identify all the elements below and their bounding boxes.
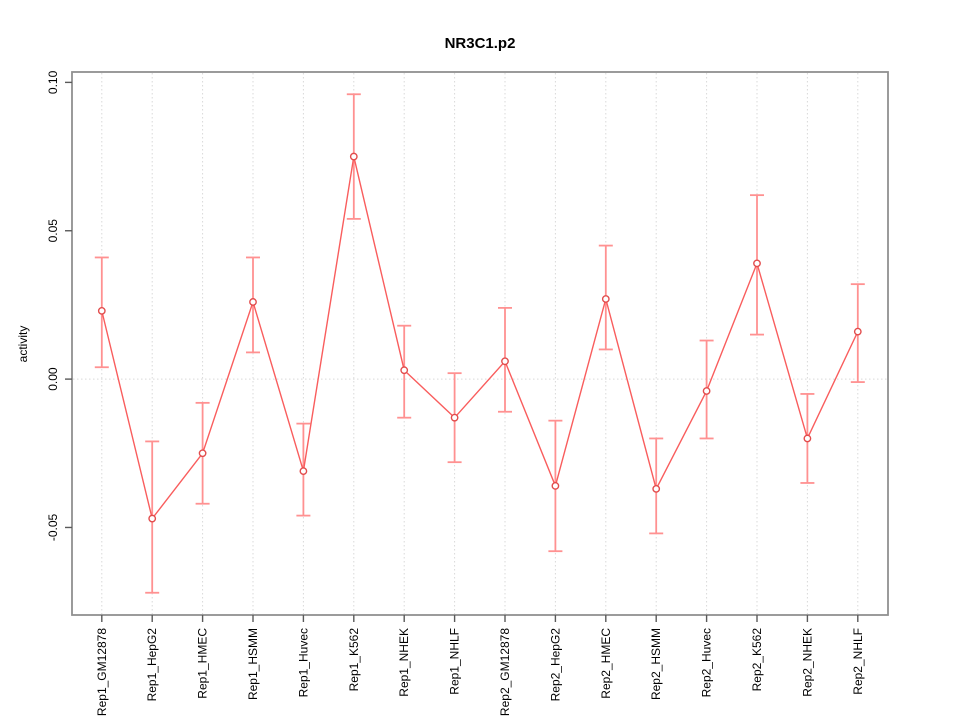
x-tick-label-Rep1_HepG2: Rep1_HepG2 bbox=[145, 628, 159, 702]
x-tick-label-Rep2_HepG2: Rep2_HepG2 bbox=[548, 628, 562, 702]
x-tick-label-Rep2_Huvec: Rep2_Huvec bbox=[700, 628, 714, 697]
data-point-Rep1_HSMM bbox=[249, 298, 257, 306]
data-point-Rep2_K562 bbox=[753, 259, 761, 268]
data-point-Rep1_GM12878 bbox=[97, 306, 106, 315]
x-tick-label-Rep2_HMEC: Rep2_HMEC bbox=[599, 628, 613, 699]
x-tick-label-Rep2_NHLF: Rep2_NHLF bbox=[851, 628, 865, 695]
data-point-Rep2_NHLF bbox=[853, 327, 862, 336]
data-point-Rep1_NHLF bbox=[450, 413, 459, 422]
y-tick-label: 0.10 bbox=[46, 70, 60, 94]
data-point-Rep1_K562 bbox=[349, 152, 358, 161]
y-tick-label: 0.00 bbox=[46, 367, 60, 391]
x-tick-label-Rep1_HSMM: Rep1_HSMM bbox=[246, 628, 260, 700]
x-tick-label-Rep2_NHEK: Rep2_NHEK bbox=[800, 628, 814, 697]
x-tick-label-Rep1_GM12878: Rep1_GM12878 bbox=[95, 628, 109, 716]
data-point-Rep1_HMEC bbox=[198, 449, 207, 458]
y-tick-label: 0.05 bbox=[46, 219, 60, 243]
x-tick-label-Rep1_NHEK: Rep1_NHEK bbox=[397, 628, 411, 697]
x-tick-label-Rep2_GM12878: Rep2_GM12878 bbox=[498, 628, 512, 716]
chart-title: NR3C1.p2 bbox=[445, 35, 516, 52]
x-tick-label-Rep1_NHLF: Rep1_NHLF bbox=[448, 628, 462, 695]
x-tick-label-Rep1_Huvec: Rep1_Huvec bbox=[296, 628, 310, 697]
data-point-Rep2_GM12878 bbox=[501, 357, 509, 366]
series-line-activity bbox=[101, 156, 859, 521]
y-axis-label: activity bbox=[16, 326, 30, 363]
data-point-Rep2_HMEC bbox=[601, 295, 610, 303]
x-tick-label-Rep1_K562: Rep1_K562 bbox=[347, 628, 361, 692]
x-tick-label-Rep1_HMEC: Rep1_HMEC bbox=[196, 628, 210, 699]
data-point-Rep2_Huvec bbox=[702, 387, 711, 395]
plot-border bbox=[71, 71, 889, 616]
x-tick-label-Rep2_HSMM: Rep2_HSMM bbox=[649, 628, 663, 700]
data-point-Rep2_NHEK bbox=[803, 434, 812, 443]
data-point-Rep1_NHEK bbox=[400, 366, 409, 375]
data-point-Rep1_HepG2 bbox=[148, 514, 157, 523]
x-tick-label-Rep2_K562: Rep2_K562 bbox=[750, 628, 764, 692]
plot-area: -0.05 0.00 0.05 0.10 Rep1_GM12878 Rep1_HepG2 R… bbox=[46, 70, 889, 716]
data-point-Rep1_Huvec bbox=[299, 467, 308, 475]
data-point-Rep2_HepG2 bbox=[551, 482, 560, 490]
y-tick-label: -0.05 bbox=[46, 513, 60, 541]
data-point-Rep2_HSMM bbox=[652, 484, 661, 493]
